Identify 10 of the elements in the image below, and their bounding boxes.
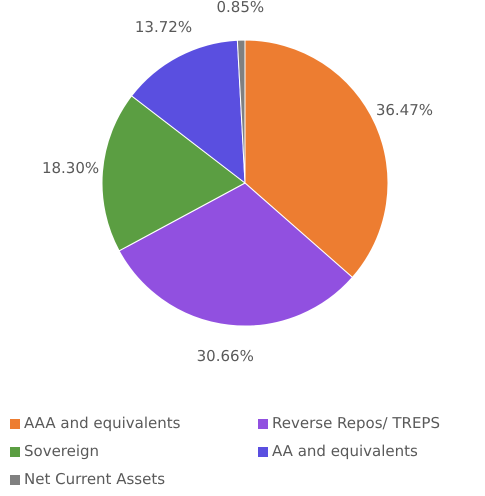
legend-label: Net Current Assets xyxy=(24,470,166,488)
data-label: 13.72% xyxy=(134,18,192,36)
legend-label: AA and equivalents xyxy=(272,442,418,460)
data-label: 0.85% xyxy=(216,0,264,16)
data-label: 18.30% xyxy=(42,159,100,178)
data-label: 30.66% xyxy=(196,346,254,365)
legend-label: Reverse Repos/ TREPS xyxy=(272,414,440,432)
legend-label: Sovereign xyxy=(24,442,100,460)
legend-label: AAA and equivalents xyxy=(24,414,181,432)
data-label: 36.47% xyxy=(376,100,434,119)
